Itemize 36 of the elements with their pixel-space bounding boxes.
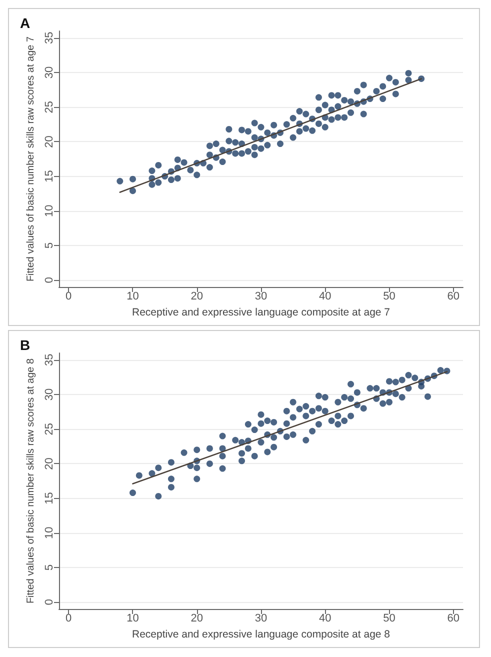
y-tick-label: 15 bbox=[44, 492, 56, 504]
x-axis-title: Receptive and expressive language composite at age 7 bbox=[132, 306, 390, 318]
y-tick-label: 20 bbox=[44, 458, 56, 470]
x-tick-label: 0 bbox=[66, 612, 72, 624]
x-tick-label: 40 bbox=[319, 290, 332, 302]
y-tick-label: 15 bbox=[44, 170, 56, 182]
y-tick-label: 5 bbox=[44, 242, 56, 249]
y-axis-title: Fitted values of basic number skills raw scores at age 7 bbox=[26, 36, 37, 282]
x-tick-label: 30 bbox=[254, 612, 268, 624]
y-tick-label: 35 bbox=[44, 354, 56, 366]
x-tick-label: 50 bbox=[383, 290, 396, 302]
chart-title: A bbox=[20, 15, 30, 31]
y-axis-title: Fitted values of basic number skills raw scores at age 8 bbox=[26, 358, 37, 604]
y-tick-label: 0 bbox=[44, 599, 56, 606]
x-tick-label: 20 bbox=[190, 612, 203, 624]
y-tick-label: 10 bbox=[44, 204, 56, 218]
y-tick-label: 30 bbox=[44, 66, 56, 79]
x-tick-label: 40 bbox=[319, 612, 332, 624]
y-tick-label: 5 bbox=[44, 564, 56, 571]
x-axis-title: Receptive and expressive language composite at age 8 bbox=[132, 628, 390, 640]
y-tick-label: 25 bbox=[44, 422, 56, 436]
x-tick-label: 50 bbox=[383, 612, 396, 624]
y-tick-label: 10 bbox=[44, 526, 56, 540]
x-tick-label: 20 bbox=[190, 290, 203, 302]
x-tick-label: 10 bbox=[126, 290, 139, 302]
x-tick-label: 60 bbox=[447, 290, 460, 302]
x-tick-label: 30 bbox=[254, 290, 268, 302]
y-tick-label: 20 bbox=[44, 136, 56, 148]
y-tick-label: 35 bbox=[44, 32, 56, 44]
x-tick-label: 10 bbox=[126, 612, 139, 624]
x-tick-label: 60 bbox=[447, 612, 460, 624]
y-tick-label: 30 bbox=[44, 388, 56, 401]
x-tick-label: 0 bbox=[66, 290, 72, 302]
chart-title: B bbox=[20, 337, 30, 353]
y-tick-label: 25 bbox=[44, 100, 56, 114]
y-tick-label: 0 bbox=[44, 277, 56, 284]
